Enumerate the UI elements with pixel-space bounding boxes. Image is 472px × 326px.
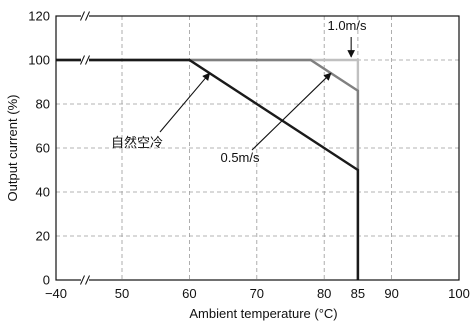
annotation-0-5ms: 0.5m/s [220, 150, 260, 165]
x-tick-label: 70 [250, 286, 264, 301]
x-tick-label: −40 [45, 286, 67, 301]
y-tick-label: 40 [36, 185, 50, 200]
axis-break-mark [80, 11, 90, 21]
plot-frame [55, 15, 460, 281]
x-tick-label: 60 [182, 286, 196, 301]
x-tick-label: 90 [384, 286, 398, 301]
axis-break-mark [80, 275, 90, 285]
y-axis-label: Output current (%) [5, 95, 20, 202]
y-tick-label: 100 [28, 53, 50, 68]
series-lines [56, 58, 360, 280]
x-tick-label: 100 [448, 286, 470, 301]
annotation-arrow-natural-cooling [159, 72, 211, 133]
annotation-natural-cooling: 自然空冷 [111, 135, 163, 151]
x-tick-label: 50 [115, 286, 129, 301]
y-tick-label: 120 [28, 9, 50, 24]
annotation-arrow-0-5ms [251, 72, 332, 151]
annotations: 1.0m/s 0.5m/s 自然空冷 [111, 18, 367, 165]
x-tick-label: 80 [317, 286, 331, 301]
y-tick-label: 0 [43, 273, 50, 288]
series-line-0 [56, 58, 360, 280]
series-line-2 [56, 58, 360, 280]
y-tick-label: 60 [36, 141, 50, 156]
x-axis-label: Ambient temperature (°C) [189, 306, 337, 321]
y-tick-label: 20 [36, 229, 50, 244]
series-line-1 [56, 58, 360, 280]
axis-break-mark [80, 55, 90, 65]
axis-break-marks [80, 11, 90, 285]
y-tick-label: 80 [36, 97, 50, 112]
tick-labels: −40 50 60 70 80 85 90 100 0 20 40 60 80 100 120 [28, 9, 470, 302]
annotation-1-0ms: 1.0m/s [327, 18, 367, 33]
x-tick-label: 85 [351, 286, 365, 301]
